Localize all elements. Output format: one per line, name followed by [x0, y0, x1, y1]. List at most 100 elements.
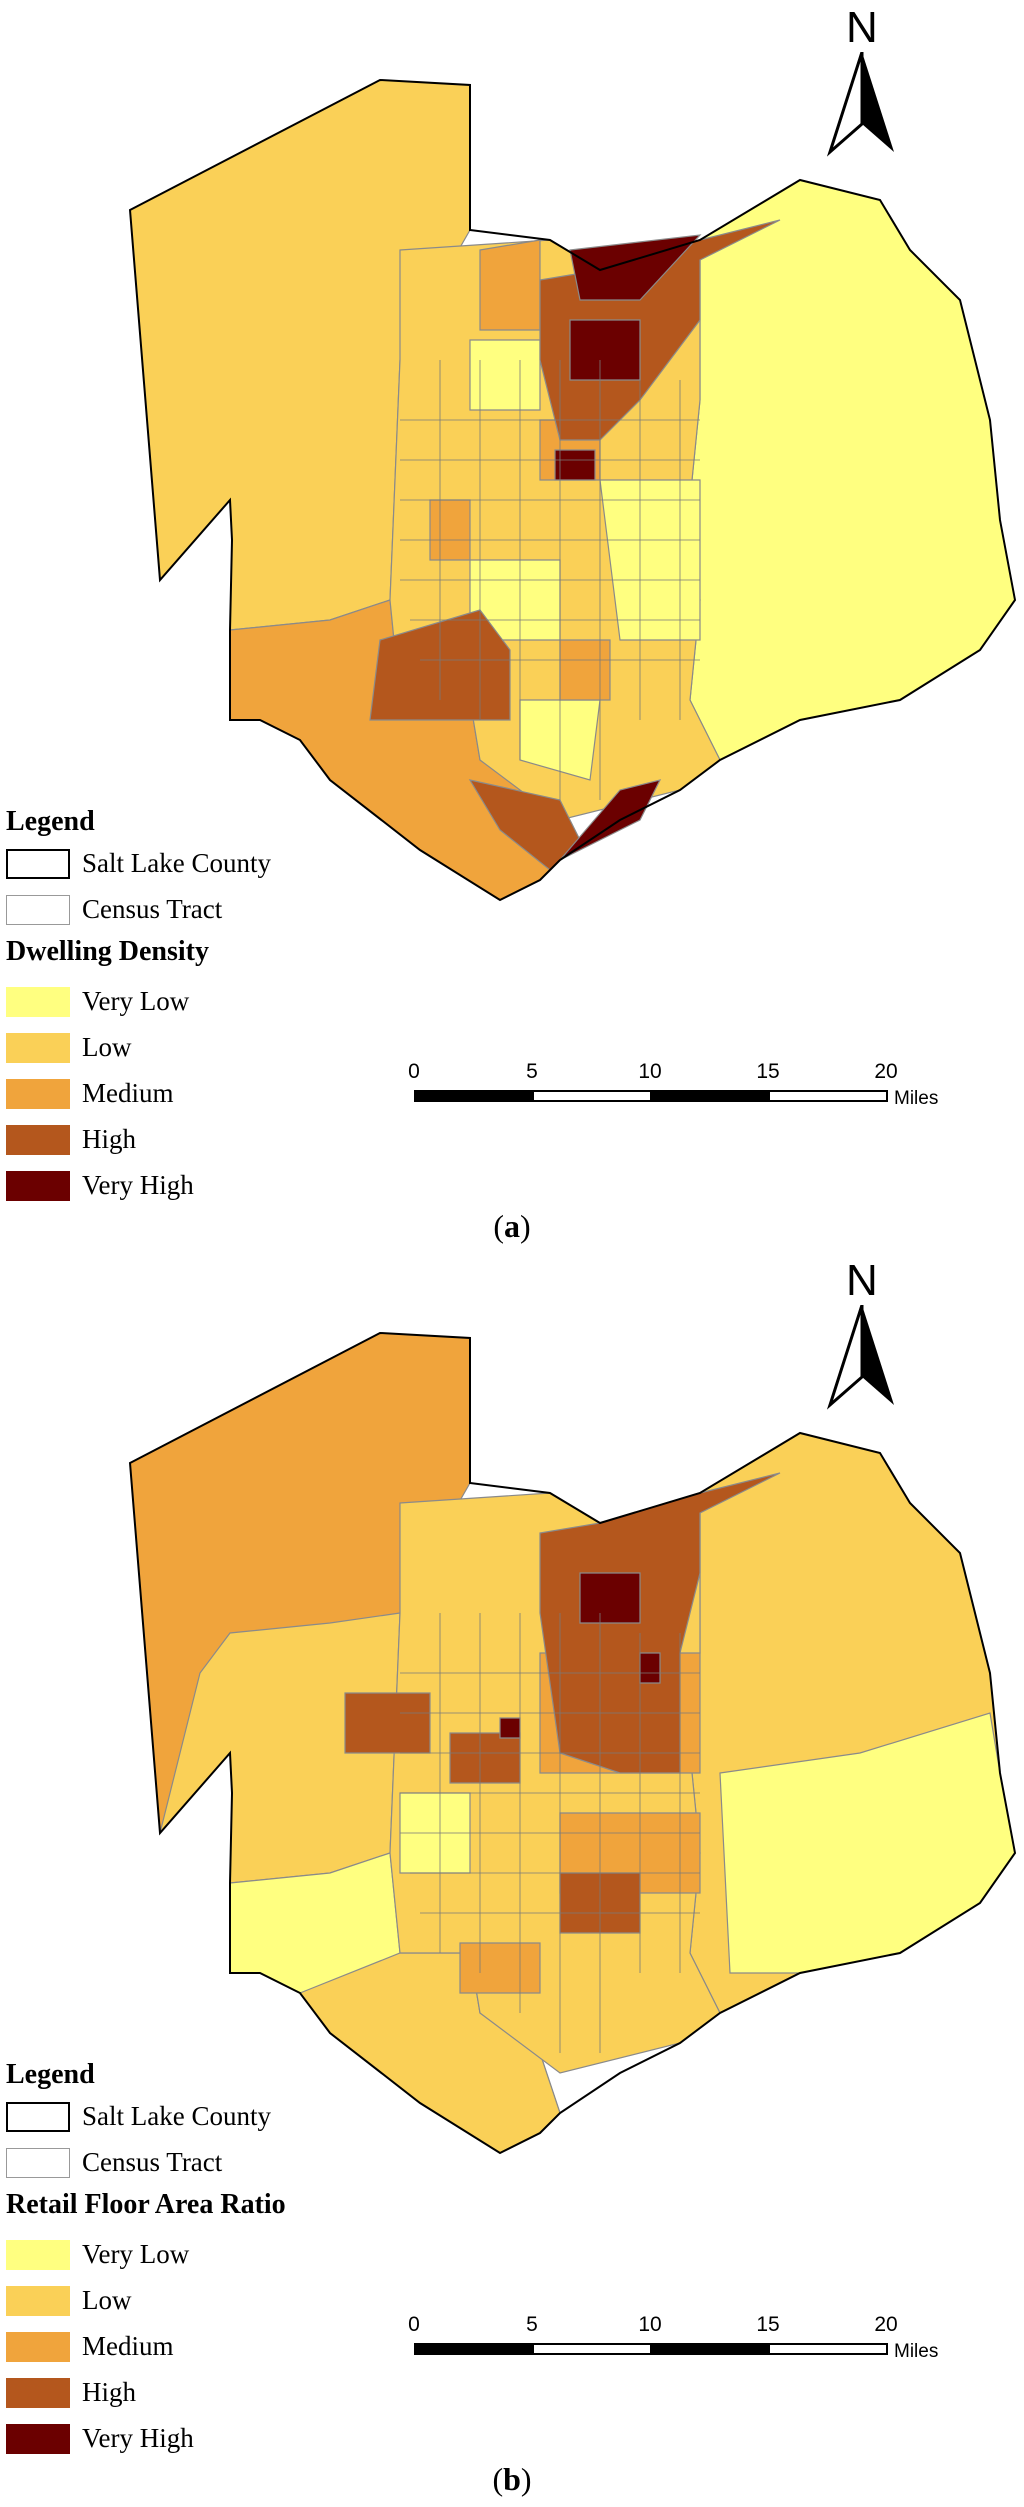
caption-letter: b: [503, 2461, 521, 2497]
north-arrow: N: [822, 1259, 902, 1419]
county-map-retail-floor-area-ratio: [128, 1331, 1017, 2155]
scale-tick: 15: [756, 1060, 780, 1083]
tract-veryhigh-east: [639, 1652, 661, 1684]
class-swatch: [6, 1033, 70, 1063]
tract-core-medium-3: [459, 1942, 541, 1994]
scale-tick: 0: [408, 1060, 420, 1083]
legend-label: Medium: [82, 2331, 174, 2361]
scale-segment: [768, 1090, 888, 1102]
legend-label: Very Low: [82, 2239, 190, 2269]
tract-veryhigh-downtown: [569, 319, 641, 381]
figure-caption-a: (a): [0, 1208, 1024, 1245]
tract-core-medium-1: [479, 239, 541, 331]
scale-segment: [414, 1090, 534, 1102]
class-swatch: [6, 1079, 70, 1109]
scale-tick: 5: [526, 1060, 538, 1083]
legend-label: Low: [82, 2285, 132, 2315]
class-swatch: [6, 1125, 70, 1155]
legend-class-high: High: [6, 1120, 366, 1166]
north-label: N: [846, 3, 878, 52]
scale-segment: [650, 2343, 770, 2355]
legend-label: Low: [82, 1032, 132, 1062]
north-label: N: [846, 1256, 878, 1305]
county-boundary: [128, 78, 1017, 902]
scale-bar: 0 5 10 15 20 Miles: [408, 2313, 970, 2373]
county-swatch: [6, 849, 70, 879]
class-swatch: [6, 2378, 70, 2408]
class-swatch: [6, 2286, 70, 2316]
scale-unit: Miles: [894, 2341, 939, 2362]
legend-variable-title: Dwelling Density: [6, 936, 209, 967]
legend-item-county: Salt Lake County: [6, 2097, 366, 2143]
caption-close: ): [520, 1208, 531, 1244]
scale-tick: 5: [526, 2313, 538, 2336]
class-swatch: [6, 1171, 70, 1201]
legend-label: Salt Lake County: [82, 848, 271, 878]
legend-class-very-low: Very Low: [6, 2235, 366, 2281]
legend-label: Medium: [82, 1078, 174, 1108]
caption-open: (: [492, 2461, 504, 2497]
scale-segment: [650, 1090, 770, 1102]
caption-letter: a: [504, 1208, 520, 1244]
scale-tick: 15: [756, 2313, 780, 2336]
legend-label: Very High: [82, 1170, 194, 1200]
scale-segment: [532, 2343, 652, 2355]
north-arrow-icon: [826, 1305, 894, 1410]
scale-tick: 20: [874, 2313, 898, 2336]
legend-item-county: Salt Lake County: [6, 844, 366, 890]
tract-east-mountains: [689, 179, 1016, 761]
legend-class-very-low: Very Low: [6, 982, 366, 1028]
legend-label: Census Tract: [82, 2147, 223, 2177]
tract-core-verylow-1: [469, 339, 541, 411]
scale-segment: [414, 2343, 534, 2355]
north-arrow-icon: [826, 52, 894, 157]
tract-high-mid: [449, 1732, 521, 1784]
county-boundary: [128, 1331, 1017, 2155]
tract-core-medium-3: [429, 499, 471, 561]
scale-tick: 10: [638, 1060, 662, 1083]
legend-item-tract: Census Tract: [6, 2143, 366, 2189]
tract-core-medium-4: [559, 639, 611, 701]
tract-veryhigh-north: [569, 234, 702, 301]
legend-class-low: Low: [6, 1028, 366, 1074]
class-swatch: [6, 2332, 70, 2362]
legend-variable-title: Retail Floor Area Ratio: [6, 2189, 286, 2220]
scale-tick: 0: [408, 2313, 420, 2336]
legend-label: Very High: [82, 2423, 194, 2453]
tract-swatch: [6, 2148, 70, 2178]
tract-veryhigh-mid: [554, 449, 596, 481]
north-arrow: N: [822, 6, 902, 166]
figure-caption-b: (b): [0, 2461, 1024, 2498]
legend-a: Legend Salt Lake County Census Tract Dwe…: [6, 806, 366, 1212]
scale-segment: [532, 1090, 652, 1102]
legend-class-very-high: Very High: [6, 1166, 366, 1212]
caption-open: (: [493, 1208, 504, 1244]
tract-veryhigh-southeast: [559, 779, 662, 861]
class-swatch: [6, 2240, 70, 2270]
tract-veryhigh-downtown: [579, 1572, 641, 1624]
legend-label: High: [82, 1124, 136, 1154]
map-panel-b: N Legend Salt Lake County Census Tract R…: [0, 1253, 1024, 2506]
county-swatch: [6, 2102, 70, 2132]
tract-grid-lines: [400, 1613, 700, 2053]
legend-b: Legend Salt Lake County Census Tract Ret…: [6, 2059, 366, 2465]
legend-class-very-high: Very High: [6, 2419, 366, 2465]
legend-class-medium: Medium: [6, 1074, 366, 1120]
legend-label: Census Tract: [82, 894, 223, 924]
legend-label: High: [82, 2377, 136, 2407]
scale-tick: 20: [874, 1060, 898, 1083]
legend-label: Very Low: [82, 986, 190, 1016]
map-panel-a: N Legend Salt Lake County Census Tract D…: [0, 0, 1024, 1253]
legend-item-tract: Census Tract: [6, 890, 366, 936]
scale-bar: 0 5 10 15 20 Miles: [408, 1060, 970, 1120]
legend-title: Legend: [6, 2059, 95, 2090]
scale-tick: 10: [638, 2313, 662, 2336]
legend-class-high: High: [6, 2373, 366, 2419]
tract-high-west: [344, 1692, 431, 1754]
tract-grid-lines: [400, 360, 700, 800]
legend-label: Salt Lake County: [82, 2101, 271, 2131]
tract-veryhigh-west: [499, 1717, 521, 1739]
class-swatch: [6, 2424, 70, 2454]
tract-swatch: [6, 895, 70, 925]
caption-close: ): [520, 2461, 532, 2497]
